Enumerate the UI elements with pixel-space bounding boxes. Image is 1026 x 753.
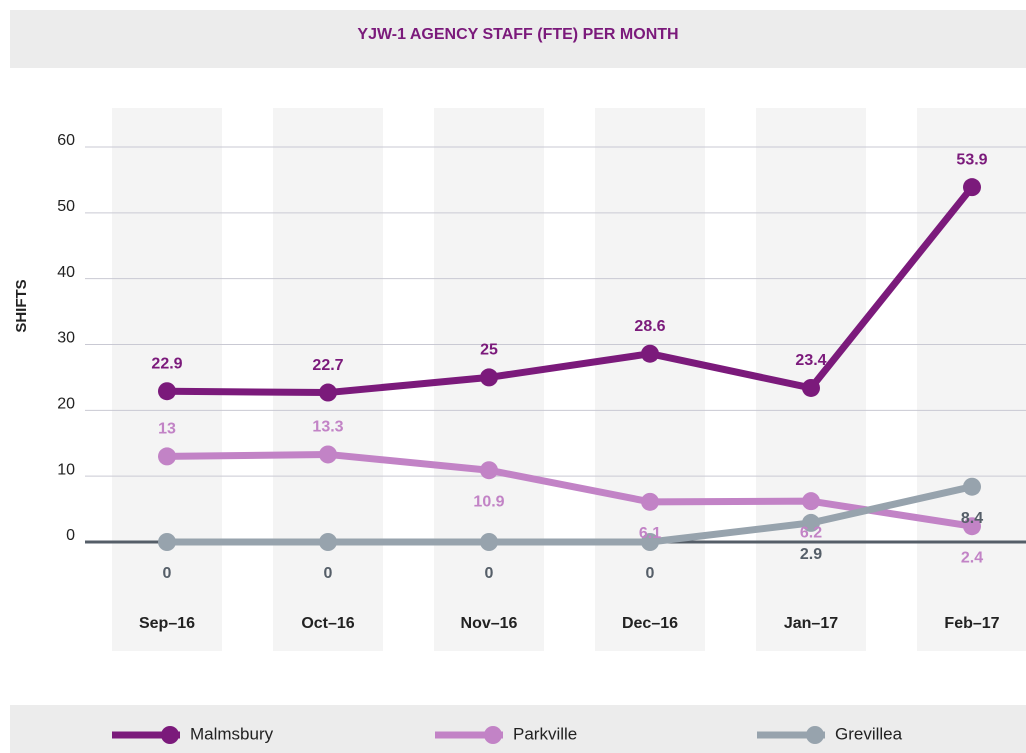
data-label: 0 xyxy=(163,565,172,582)
data-point xyxy=(963,477,981,496)
data-label: 53.9 xyxy=(956,151,987,168)
chart-title: YJW-1 AGENCY STAFF (FTE) PER MONTH xyxy=(357,26,678,43)
y-tick-label: 30 xyxy=(57,330,75,347)
y-axis-label: SHIFTS xyxy=(13,279,30,332)
legend-label: Parkville xyxy=(513,724,577,743)
data-label: 28.6 xyxy=(634,318,665,335)
legend-label: Grevillea xyxy=(835,724,903,743)
y-tick-label: 40 xyxy=(57,264,75,281)
data-point xyxy=(641,492,659,511)
data-point xyxy=(641,344,659,363)
data-label: 0 xyxy=(324,565,333,582)
y-tick-label: 10 xyxy=(57,461,75,478)
y-tick-label: 60 xyxy=(57,132,75,149)
x-tick-label: Oct–16 xyxy=(301,615,354,632)
data-point xyxy=(802,378,820,397)
legend-marker xyxy=(806,726,824,744)
data-point xyxy=(480,461,498,480)
data-point xyxy=(158,447,176,466)
data-point xyxy=(319,533,337,551)
data-label: 25 xyxy=(480,342,498,359)
column-band xyxy=(112,108,222,651)
y-tick-label: 20 xyxy=(57,396,75,413)
y-tick-label: 0 xyxy=(66,527,75,544)
data-label: 2.4 xyxy=(961,549,983,566)
series-line xyxy=(167,483,973,546)
legend-band xyxy=(10,705,1026,753)
column-band xyxy=(595,108,705,651)
data-point xyxy=(319,445,337,464)
x-tick-label: Jan–17 xyxy=(784,615,838,632)
data-label: 8.4 xyxy=(961,510,983,527)
x-tick-label: Feb–17 xyxy=(944,615,999,632)
data-point xyxy=(480,533,498,551)
data-label: 0 xyxy=(646,565,655,582)
data-label: 13 xyxy=(158,421,176,438)
x-tick-label: Nov–16 xyxy=(461,615,518,632)
data-point xyxy=(802,513,820,532)
title-band xyxy=(10,10,1026,68)
data-point xyxy=(319,383,337,402)
data-label: 6.2 xyxy=(800,524,822,541)
data-label: 0 xyxy=(485,565,494,582)
data-point xyxy=(641,533,659,551)
x-tick-label: Sep–16 xyxy=(139,615,195,632)
data-label: 10.9 xyxy=(473,493,504,510)
data-label: 22.9 xyxy=(151,355,182,372)
data-label: 2.9 xyxy=(800,546,822,563)
x-tick-label: Dec–16 xyxy=(622,615,678,632)
data-point xyxy=(158,382,176,401)
column-band xyxy=(917,108,1026,651)
data-point xyxy=(963,517,981,536)
data-label: 23.4 xyxy=(795,352,826,369)
legend-marker xyxy=(161,726,179,744)
y-tick-label: 50 xyxy=(57,198,75,215)
legend-label: Malmsbury xyxy=(190,724,274,743)
series-line xyxy=(166,184,975,397)
data-label: 6.1 xyxy=(639,525,661,542)
legend-marker xyxy=(484,726,502,744)
column-band xyxy=(273,108,383,651)
data-point xyxy=(802,492,820,511)
data-point xyxy=(158,533,176,551)
data-point xyxy=(480,368,498,387)
data-label: 22.7 xyxy=(312,357,343,374)
data-point xyxy=(963,178,981,197)
series-line xyxy=(166,450,973,530)
data-label: 13.3 xyxy=(312,419,343,436)
